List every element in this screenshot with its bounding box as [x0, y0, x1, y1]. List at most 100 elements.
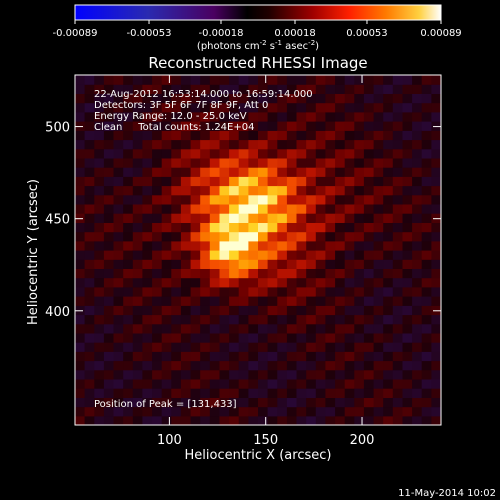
heatmap-cell: [200, 277, 211, 288]
heatmap-cell: [402, 176, 413, 187]
heatmap-cell: [103, 415, 115, 425]
heatmap-cell: [373, 121, 384, 131]
heatmap-cell: [335, 378, 346, 389]
heatmap-cell: [229, 121, 240, 131]
heatmap-cell: [190, 342, 201, 352]
heatmap-cell: [277, 305, 288, 316]
heatmap-cell: [123, 286, 134, 297]
heatmap-cell: [344, 277, 355, 288]
heatmap-cell: [335, 139, 346, 150]
heatmap-cell: [123, 176, 134, 187]
heatmap-cell: [103, 296, 115, 306]
heatmap-cell: [286, 176, 298, 187]
heatmap-cell: [94, 342, 105, 352]
heatmap-cell: [123, 130, 134, 141]
heatmap-cell: [373, 148, 384, 159]
heatmap-cell: [219, 342, 230, 352]
heatmap-cell: [402, 240, 413, 251]
heatmap-cell: [190, 351, 201, 362]
heatmap-cell: [238, 84, 249, 94]
heatmap-cell: [392, 167, 403, 177]
heatmap-cell: [286, 314, 298, 325]
heatmap-cell: [325, 332, 336, 343]
heatmap-cell: [277, 194, 288, 205]
heatmap-cell: [190, 250, 201, 260]
heatmap-cell: [142, 305, 153, 316]
heatmap-cell: [123, 268, 134, 279]
heatmap-cell: [315, 176, 326, 187]
heatmap-cell: [190, 130, 201, 141]
heatmap-cell: [354, 388, 365, 398]
heatmap-cell: [238, 157, 249, 168]
heatmap-cell: [335, 203, 346, 214]
heatmap-cell: [383, 415, 394, 425]
heatmap-cell: [267, 250, 278, 260]
heatmap-cell: [363, 231, 375, 242]
heatmap-cell: [306, 286, 317, 297]
heatmap-cell: [363, 176, 375, 187]
heatmap-cell: [75, 157, 86, 168]
heatmap-cell: [152, 259, 163, 269]
heatmap-cell: [373, 167, 384, 177]
heatmap-cell: [248, 121, 259, 131]
heatmap-cell: [286, 148, 298, 159]
heatmap-cell: [103, 305, 115, 316]
heatmap-cell: [315, 167, 326, 177]
chart-title: Reconstructed RHESSI Image: [148, 54, 367, 72]
heatmap-cell: [354, 157, 365, 168]
heatmap-cell: [335, 84, 346, 94]
heatmap-cell: [296, 111, 307, 122]
heatmap-cell: [421, 286, 432, 297]
heatmap-cell: [94, 415, 105, 425]
heatmap-cell: [363, 305, 375, 316]
heatmap-cell: [152, 296, 163, 306]
heatmap-cell: [315, 286, 326, 297]
heatmap-cell: [363, 93, 375, 104]
heatmap-cell: [152, 406, 163, 417]
heatmap-cell: [229, 75, 240, 85]
heatmap-cell: [402, 259, 413, 269]
heatmap-cell: [325, 203, 336, 214]
heatmap-cell: [431, 84, 441, 94]
heatmap-cell: [412, 351, 423, 362]
heatmap-cell: [258, 296, 269, 306]
heatmap-cell: [383, 194, 394, 205]
heatmap-cell: [363, 148, 375, 159]
heatmap-cell: [238, 194, 249, 205]
heatmap-cell: [296, 332, 307, 343]
heatmap-cell: [373, 176, 384, 187]
heatmap-cell: [229, 314, 240, 325]
heatmap-cell: [238, 111, 249, 122]
heatmap-cell: [200, 342, 211, 352]
heatmap-cell: [363, 121, 375, 131]
heatmap-cell: [306, 388, 317, 398]
heatmap-cell: [123, 194, 134, 205]
heatmap-cell: [277, 323, 288, 334]
heatmap-cell: [200, 194, 211, 205]
heatmap-cell: [200, 130, 211, 141]
heatmap-cell: [373, 314, 384, 325]
heatmap-cell: [219, 194, 230, 205]
heatmap-cell: [94, 259, 105, 269]
heatmap-cell: [383, 111, 394, 122]
heatmap-cell: [383, 75, 394, 85]
axis-ticks: [75, 75, 441, 425]
heatmap-cell: [103, 314, 115, 325]
heatmap-cell: [103, 323, 115, 334]
heatmap-cell: [392, 369, 403, 380]
heatmap-cell: [363, 277, 375, 288]
heatmap-cell: [373, 250, 384, 260]
heatmap-cell: [229, 332, 240, 343]
heatmap-cell: [113, 102, 124, 113]
heatmap-cell: [142, 176, 153, 187]
heatmap-cell: [75, 342, 86, 352]
heatmap-cell: [75, 415, 86, 425]
heatmap-cell: [325, 75, 336, 85]
heatmap-cell: [238, 259, 249, 269]
heatmap-cell: [363, 342, 375, 352]
heatmap-cell: [325, 286, 336, 297]
heatmap-cell: [200, 369, 211, 380]
heatmap-cell: [152, 378, 163, 389]
heatmap-cell: [248, 342, 259, 352]
heatmap-cell: [354, 250, 365, 260]
